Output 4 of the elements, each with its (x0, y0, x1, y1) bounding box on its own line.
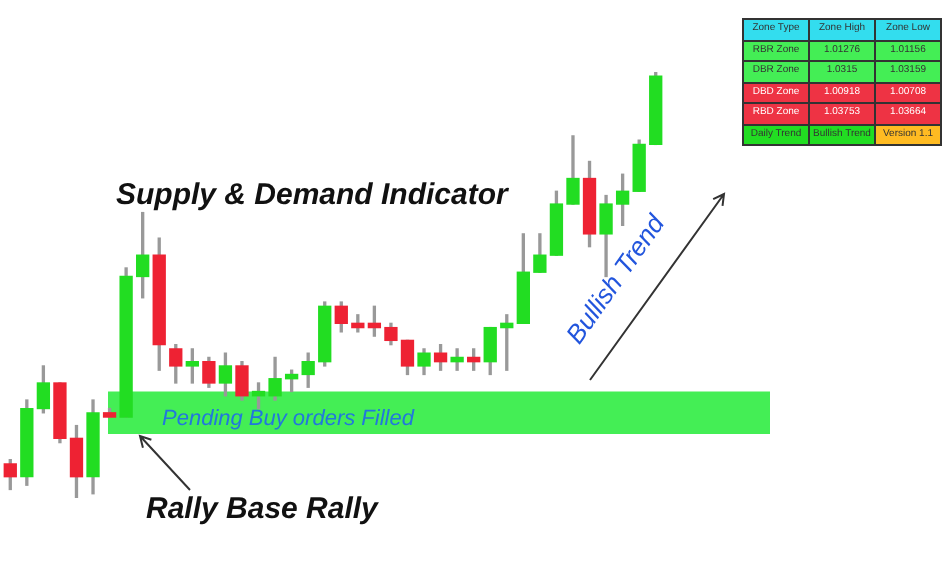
annotation: Supply & Demand Indicator (116, 178, 508, 212)
candlestick (450, 348, 464, 371)
band-label: Pending Buy orders Filled (162, 406, 416, 431)
annotation: Rally Base Rally (146, 492, 378, 526)
